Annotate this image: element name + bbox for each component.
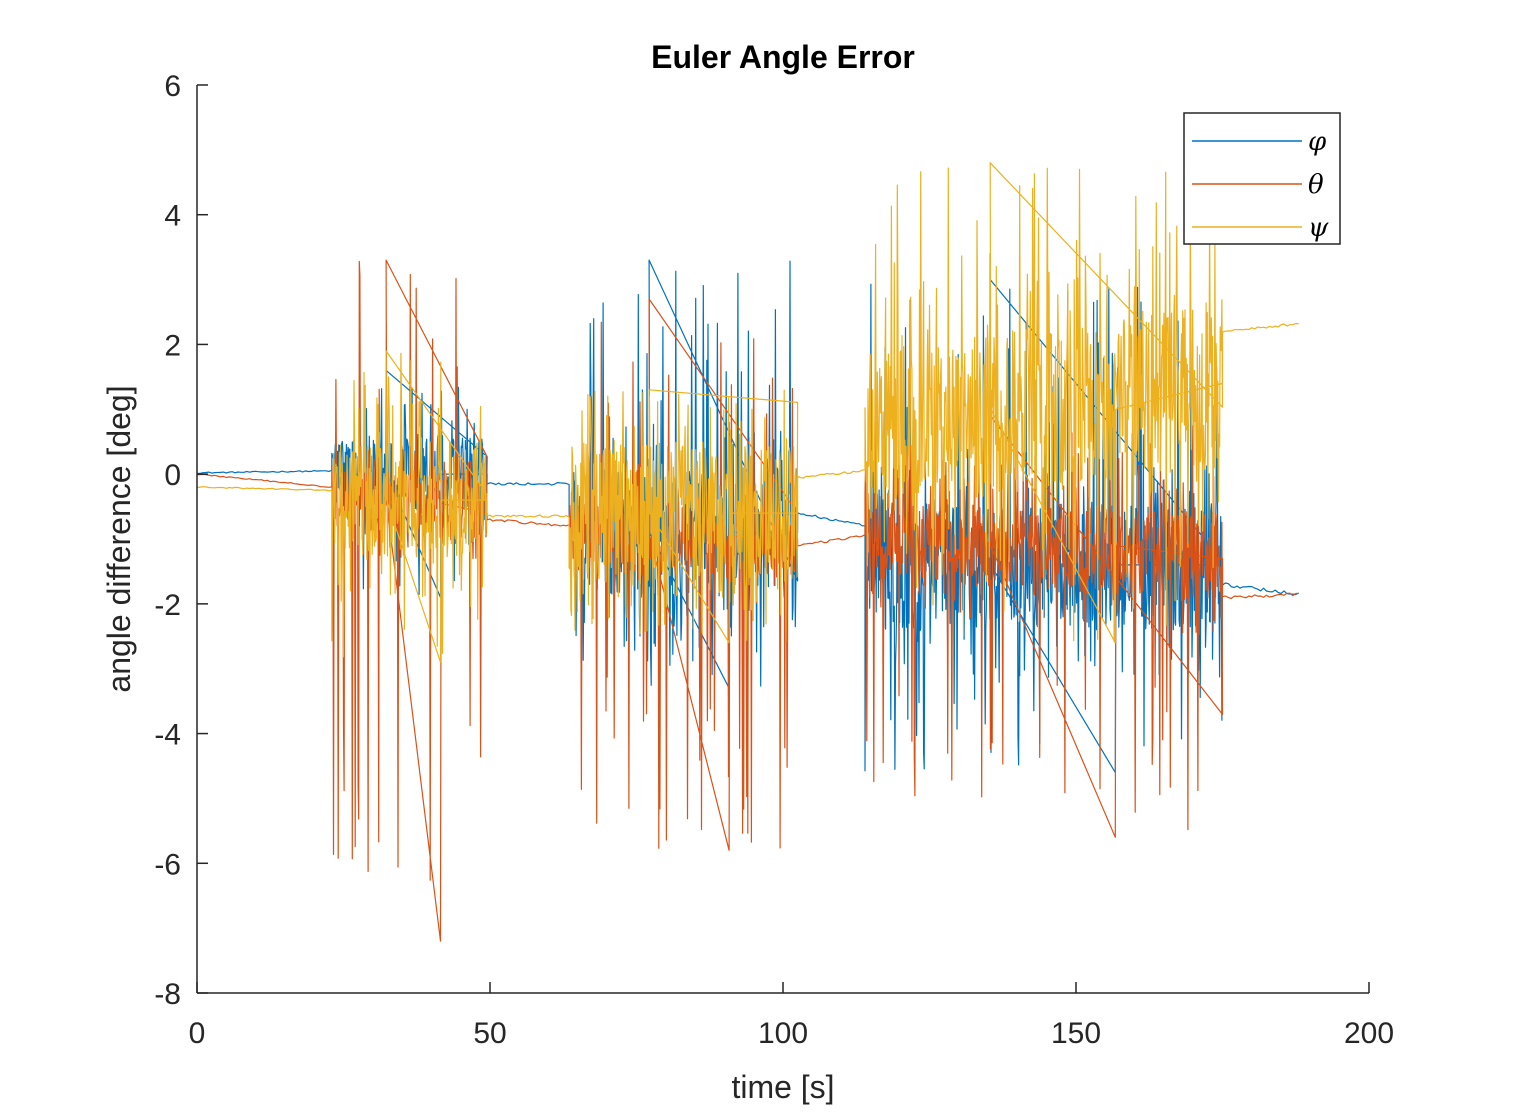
y-tick-label: -8 xyxy=(154,978,181,1011)
y-axis-label: angle difference [deg] xyxy=(101,385,137,692)
chart-title: Euler Angle Error xyxy=(651,39,915,75)
y-tick-label: 6 xyxy=(164,70,181,103)
y-tick-label: 4 xyxy=(164,200,181,233)
y-ticks: -8 -6 -4 -2 0 2 4 6 xyxy=(154,70,208,1011)
x-tick-label: 0 xyxy=(189,1017,206,1050)
y-tick-label: 0 xyxy=(164,459,181,492)
legend-label-theta: θ xyxy=(1308,170,1324,200)
series-line-psi xyxy=(196,162,1299,663)
y-tick-label: -4 xyxy=(154,719,181,752)
x-axis-label: time [s] xyxy=(731,1069,834,1105)
legend-label-phi: φ xyxy=(1308,127,1327,157)
legend-box xyxy=(1183,112,1341,245)
y-tick-label: 2 xyxy=(164,329,181,362)
y-tick-label: -2 xyxy=(154,589,181,622)
legend-label-psi: ψ xyxy=(1308,213,1329,243)
x-tick-label: 50 xyxy=(473,1017,506,1050)
legend: φ θ ψ xyxy=(1183,112,1341,245)
y-tick-label: -6 xyxy=(154,848,181,881)
x-tick-label: 150 xyxy=(1051,1017,1101,1050)
x-tick-label: 100 xyxy=(758,1017,808,1050)
x-tick-label: 200 xyxy=(1344,1017,1394,1050)
plot-lines xyxy=(196,162,1299,942)
x-ticks: 0 50 100 150 200 xyxy=(189,982,1394,1050)
